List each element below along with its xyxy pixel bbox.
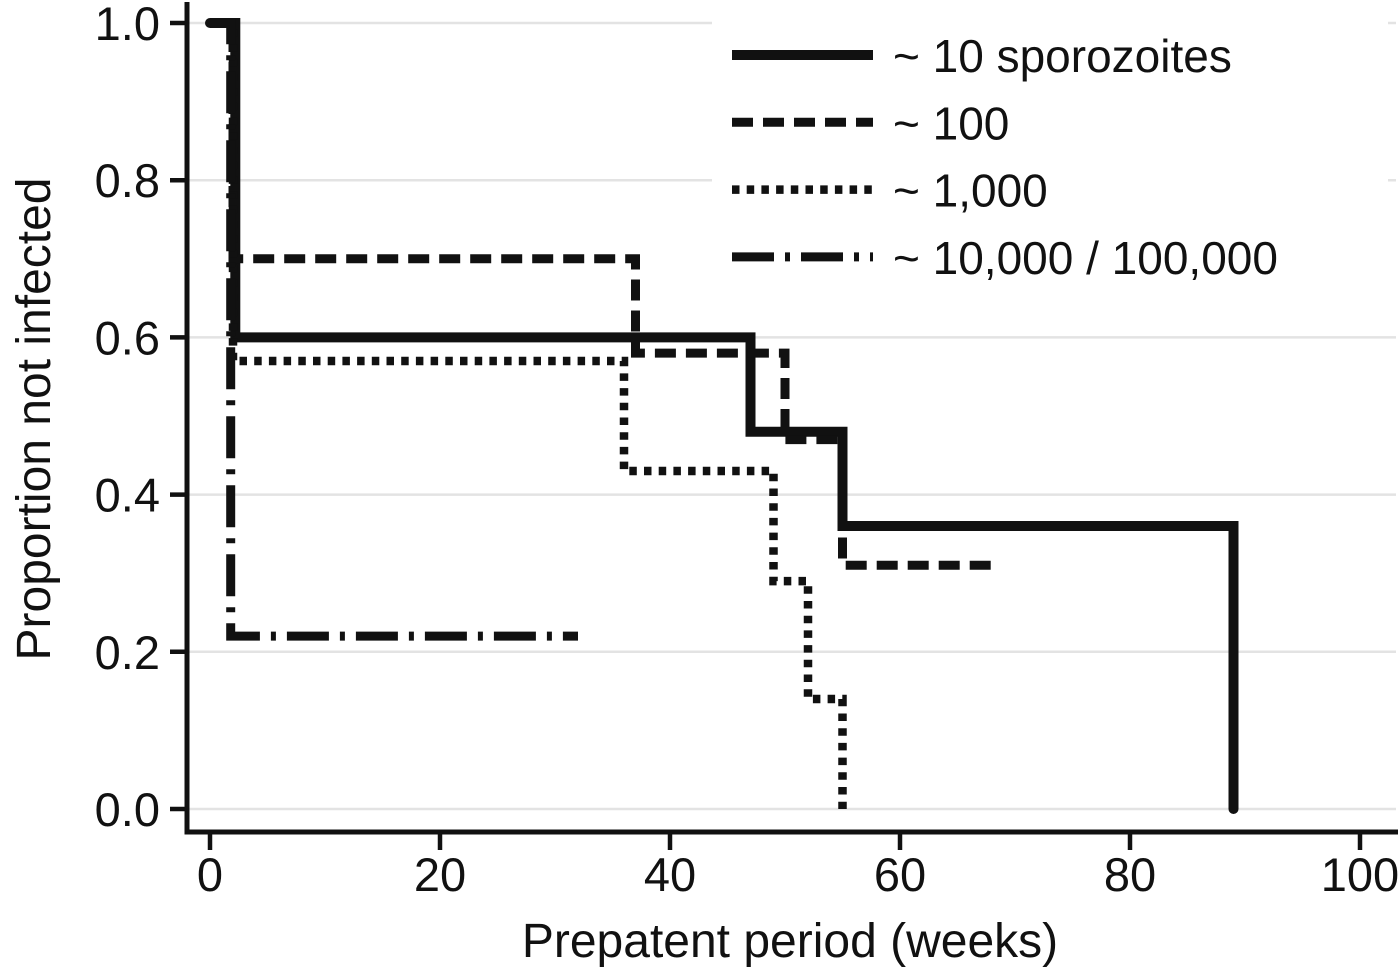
legend: ~ 10 sporozoites ~ 100 ~ 1,000 ~ 10,000 / 1… xyxy=(732,30,1278,284)
curve-dashdot xyxy=(210,18,578,641)
y-axis-title: Proportion not infected xyxy=(8,178,61,661)
legend-label: ~ 1,000 xyxy=(893,165,1048,217)
x-tick-label-0: 0 xyxy=(197,848,223,901)
y-tick-label-0.2: 0.2 xyxy=(95,626,160,679)
x-tick-label-100: 100 xyxy=(1321,848,1399,901)
x-tick-label-60: 60 xyxy=(874,848,926,901)
axes xyxy=(170,2,1398,850)
x-tick-label-40: 40 xyxy=(644,848,696,901)
legend-label: ~ 100 xyxy=(893,97,1009,149)
tick-labels: 0.0 0.2 0.4 0.6 0.8 1.0 0 20 40 60 80 100 xyxy=(95,0,1400,901)
legend-label: ~ 10 sporozoites xyxy=(893,30,1232,82)
y-tick-label-1.0: 1.0 xyxy=(95,0,160,50)
x-tick-label-20: 20 xyxy=(414,848,466,901)
y-tick-label-0.0: 0.0 xyxy=(95,783,160,836)
x-tick-label-80: 80 xyxy=(1104,848,1156,901)
legend-label: ~ 10,000 / 100,000 xyxy=(893,232,1278,284)
x-axis-title: Prepatent period (weeks) xyxy=(522,915,1058,968)
y-tick-label-0.6: 0.6 xyxy=(95,311,160,364)
survival-curves xyxy=(205,18,1239,814)
curve-dotted xyxy=(210,18,847,809)
y-tick-label-0.8: 0.8 xyxy=(95,154,160,207)
y-tick-label-0.4: 0.4 xyxy=(95,469,160,522)
